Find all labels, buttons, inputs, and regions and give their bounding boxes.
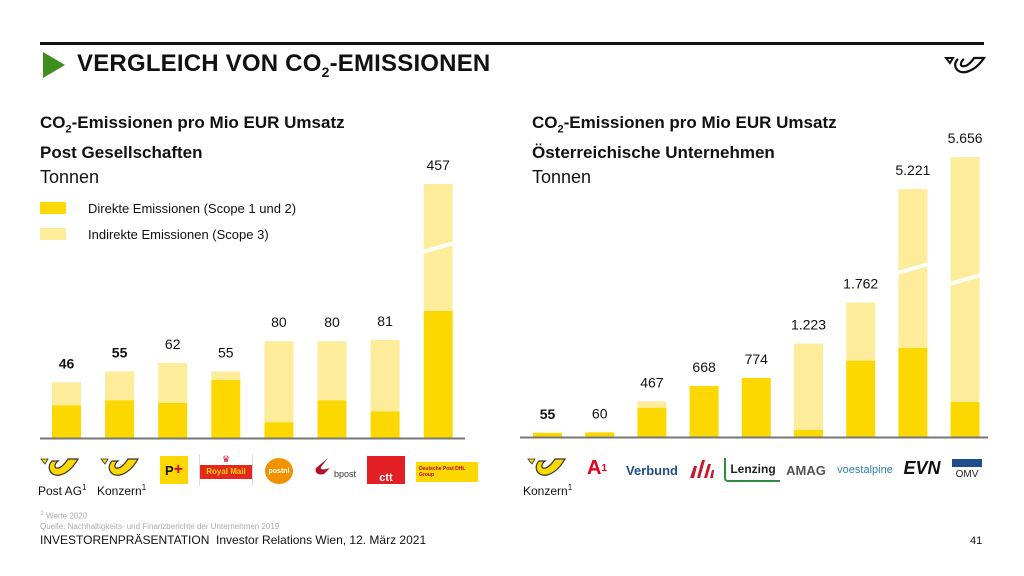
bar-direct-5 (317, 400, 347, 438)
data-label-4: 774 (745, 351, 769, 367)
data-label-5: 80 (324, 314, 340, 330)
legend-swatch-direct (40, 202, 66, 214)
data-label-0: 55 (540, 406, 556, 422)
royal-mail-logo-icon: ♛ Royal Mail (199, 454, 253, 486)
footer: INVESTORENPRÄSENTATION Investor Relation… (40, 533, 426, 547)
axis-break-mark (420, 240, 456, 255)
bar-direct-6 (370, 411, 400, 438)
bar-direct-0 (533, 432, 562, 437)
data-label-7: 5.221 (895, 162, 930, 178)
bar-direct-5 (794, 429, 823, 437)
post-ag-label: Post AG1 (38, 483, 87, 498)
legend-item-indirect: Indirekte Emissionen (Scope 3) (40, 221, 296, 247)
bar-direct-0 (52, 405, 81, 438)
bar-indirect-0 (52, 382, 81, 406)
bar-direct-8 (950, 402, 980, 437)
omv-logo-icon: OMV (950, 455, 984, 483)
bar-direct-7 (423, 311, 453, 438)
bar-indirect-5 (317, 341, 347, 401)
legend-item-direct: Direkte Emissionen (Scope 1 und 2) (40, 195, 296, 221)
legend-swatch-indirect (40, 228, 66, 240)
data-label-1: 55 (112, 344, 128, 360)
bpost-logo-icon: bpost (312, 456, 358, 484)
bar-indirect-3 (211, 371, 241, 380)
verbund-logo-icon: Verbund (625, 462, 678, 478)
evn-logo-icon: EVN (903, 457, 941, 478)
data-label-6: 81 (377, 313, 393, 329)
axis-break-mark (947, 272, 983, 287)
axis-break-mark (895, 261, 931, 276)
left-chart-heading: CO2-Emissionen pro Mio EUR Umsatz Post G… (40, 113, 345, 188)
bar-direct-4 (264, 422, 294, 438)
page-number: 41 (970, 535, 983, 547)
bar-direct-2 (158, 402, 188, 438)
bar-direct-7 (898, 348, 928, 437)
header-rule (40, 42, 984, 45)
footer-event: Investor Relations Wien, 12. März 2021 (216, 533, 427, 547)
footnotes: 1 Werte 2020 Quelle: Nachhaltigkeits- un… (40, 510, 280, 531)
voestalpine-logo-icon: voestalpine (837, 464, 893, 476)
data-label-3: 668 (692, 359, 716, 375)
data-label-8: 5.656 (948, 130, 983, 146)
austrian-post-konzern-logo-icon (527, 458, 567, 476)
bar-direct-3 (689, 386, 719, 437)
bar-direct-3 (211, 379, 241, 438)
data-label-0: 46 (59, 355, 75, 371)
rhomberg-logo-icon (690, 460, 714, 478)
right-chart-heading: CO2-Emissionen pro Mio EUR Umsatz Österr… (532, 113, 837, 188)
posthorn-icon (944, 56, 986, 74)
data-label-6: 1.762 (843, 276, 878, 292)
postnl-logo-icon: postnl (265, 458, 293, 484)
bar-direct-2 (637, 407, 667, 437)
bar-direct-6 (846, 360, 876, 437)
bar-indirect-2 (637, 401, 667, 408)
bar-direct-1 (585, 432, 615, 437)
bpost-horn-icon (315, 458, 330, 475)
deutsche-post-dhl-logo-icon: Deutsche Post DHL Group (416, 462, 478, 482)
ctt-logo-icon: ctt (367, 456, 405, 484)
konzern-label: Konzern1 (97, 483, 147, 498)
title-arrow-icon (43, 52, 65, 78)
footer-presentation: INVESTORENPRÄSENTATION (40, 533, 210, 547)
lenzing-logo-icon: Lenzing (724, 458, 780, 482)
konzern-label: Konzern1 (523, 483, 573, 498)
bar-direct-1 (105, 400, 135, 438)
data-label-3: 55 (218, 344, 234, 360)
data-label-2: 467 (640, 374, 664, 390)
amag-logo-icon: AMAG (786, 462, 826, 478)
data-label-5: 1.223 (791, 317, 826, 333)
data-label-7: 457 (427, 157, 451, 173)
bar-direct-4 (741, 377, 771, 437)
bar-indirect-5 (794, 343, 823, 430)
page-title: VERGLEICH VON CO2-EMISSIONEN (77, 50, 491, 80)
legend: Direkte Emissionen (Scope 1 und 2) Indir… (40, 195, 296, 247)
bar-indirect-2 (158, 362, 188, 403)
austrian-post-konzern-logo-icon (100, 458, 140, 476)
bar-indirect-6 (370, 339, 400, 412)
data-label-2: 62 (165, 336, 181, 352)
bar-indirect-4 (264, 341, 294, 423)
legend-label: Direkte Emissionen (Scope 1 und 2) (88, 200, 297, 216)
data-label-4: 80 (271, 314, 287, 330)
swiss-post-logo-icon: P + (160, 456, 188, 484)
data-label-1: 60 (592, 405, 608, 421)
bar-indirect-6 (846, 302, 876, 361)
bar-indirect-1 (105, 371, 135, 401)
omv-mark-icon (952, 458, 982, 467)
austrian-post-logo-icon (40, 458, 80, 476)
legend-label: Indirekte Emissionen (Scope 3) (88, 226, 269, 242)
